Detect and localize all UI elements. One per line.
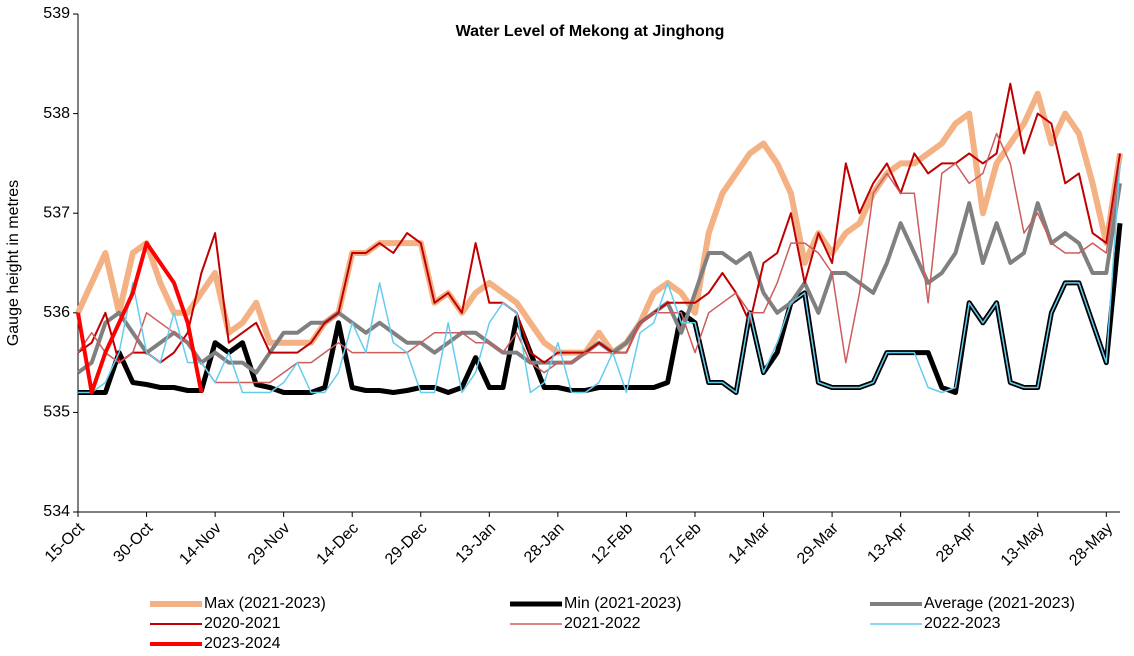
series-line <box>78 163 1121 394</box>
y-tick-label: 538 <box>43 105 70 122</box>
x-tick-label: 29-Mar <box>794 519 842 567</box>
x-tick-label: 13-Jan <box>453 520 500 567</box>
y-tick-label: 539 <box>43 5 70 22</box>
x-tick-label: 13-Apr <box>864 519 910 565</box>
legend-label: 2023-2024 <box>204 635 281 652</box>
legend-label: Min (2021-2023) <box>564 595 681 612</box>
x-tick-label: 29-Dec <box>382 520 431 569</box>
series-line <box>77 132 1121 384</box>
legend-label: Average (2021-2023) <box>924 595 1075 612</box>
x-tick-label: 14-Mar <box>725 519 773 567</box>
x-tick-label: 30-Oct <box>110 519 156 565</box>
x-tick-label: 29-Nov <box>245 520 294 569</box>
series-line <box>77 82 1121 364</box>
legend-label: 2021-2022 <box>564 615 641 632</box>
y-axis-label: Gauge height in metres <box>5 180 22 346</box>
x-tick-label: 14-Dec <box>314 520 363 569</box>
x-tick-label: 28-Jan <box>521 520 568 567</box>
legend-label: Max (2021-2023) <box>204 595 326 612</box>
y-tick-label: 534 <box>43 503 70 520</box>
series-line <box>75 90 1123 356</box>
x-tick-label: 15-Oct <box>42 519 88 565</box>
x-tick-label: 28-Apr <box>933 519 979 565</box>
y-tick-label: 535 <box>43 404 70 421</box>
y-tick-label: 537 <box>43 204 70 221</box>
x-tick-label: 13-May <box>998 520 1048 570</box>
x-tick-label: 12-Feb <box>588 520 636 568</box>
x-tick-label: 28-May <box>1066 520 1116 570</box>
legend-label: 2022-2023 <box>924 615 1001 632</box>
legend-label: 2020-2021 <box>204 615 281 632</box>
chart-title: Water Level of Mekong at Jinghong <box>456 23 725 40</box>
series-line <box>76 241 204 395</box>
y-tick-label: 536 <box>43 304 70 321</box>
x-tick-label: 27-Feb <box>657 520 705 568</box>
x-tick-label: 14-Nov <box>176 520 225 569</box>
